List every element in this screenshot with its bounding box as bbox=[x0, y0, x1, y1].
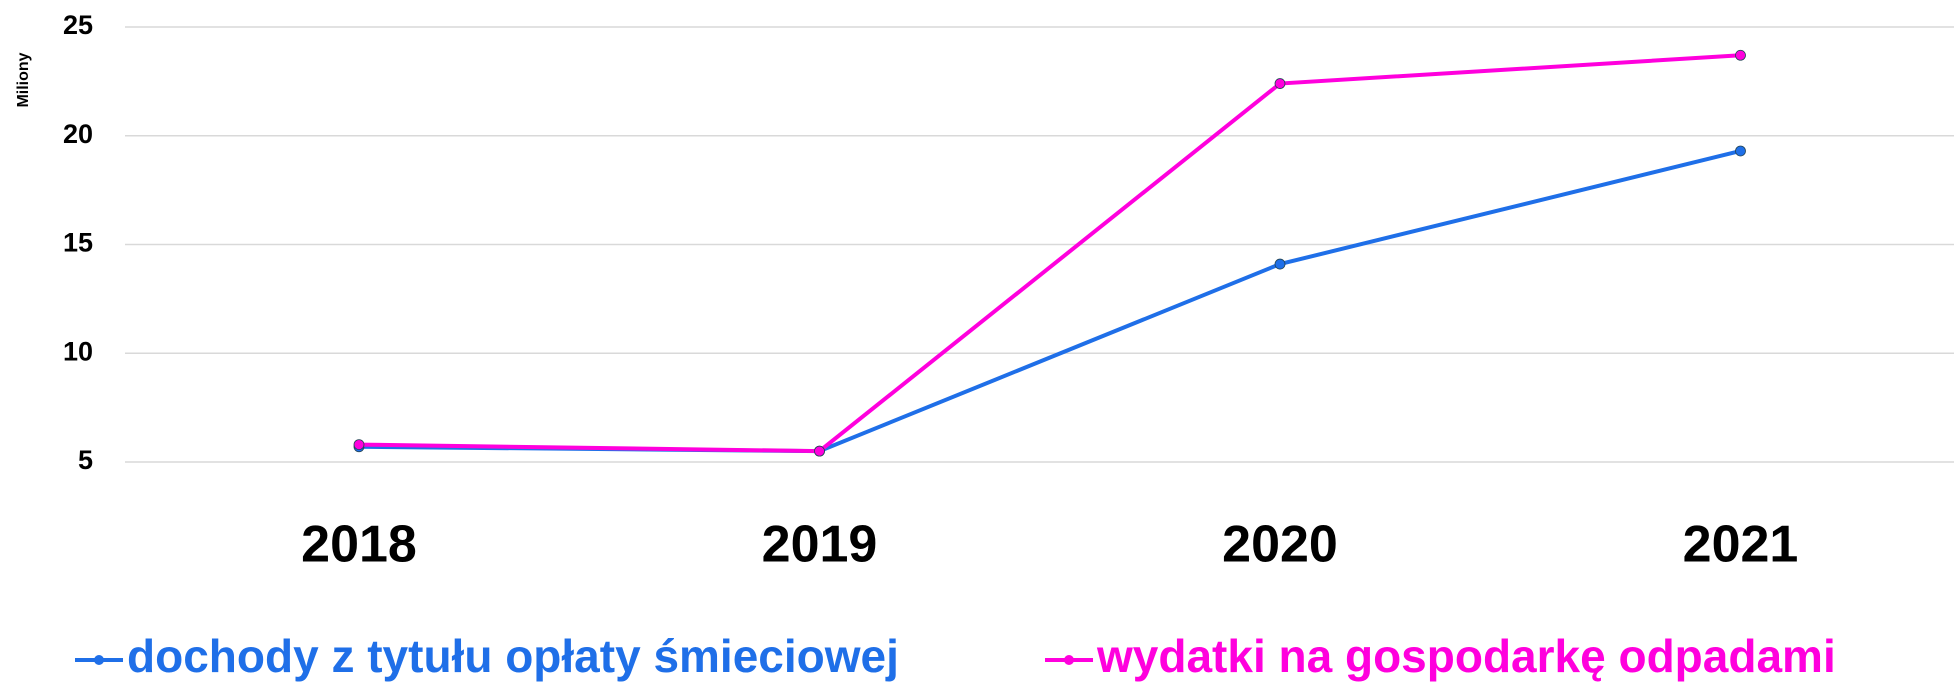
marker bbox=[1735, 49, 1746, 61]
marker bbox=[353, 439, 365, 451]
marker bbox=[1735, 145, 1746, 157]
legend-label: dochody z tytułu opłaty śmieciowej bbox=[127, 630, 899, 682]
y-tick-label: 5 bbox=[78, 445, 93, 475]
x-tick-label: 2021 bbox=[1683, 516, 1799, 574]
y-tick-label: 10 bbox=[63, 336, 93, 366]
marker bbox=[1274, 258, 1286, 270]
legend-marker bbox=[1064, 655, 1074, 665]
legend-label: wydatki na gospodarkę odpadami bbox=[1096, 630, 1836, 682]
x-tick-label: 2018 bbox=[301, 516, 417, 574]
y-tick-label: 25 bbox=[63, 10, 93, 40]
marker bbox=[814, 445, 825, 457]
line bbox=[358, 149, 1741, 454]
legend-marker bbox=[94, 655, 104, 665]
x-tick-label: 2020 bbox=[1222, 516, 1338, 574]
y-axis-label: Miliony bbox=[15, 52, 32, 107]
x-tick-label: 2019 bbox=[762, 516, 878, 574]
y-tick-label: 15 bbox=[63, 228, 93, 258]
y-tick-label: 20 bbox=[63, 119, 93, 149]
line bbox=[358, 53, 1741, 454]
marker bbox=[1274, 78, 1286, 89]
